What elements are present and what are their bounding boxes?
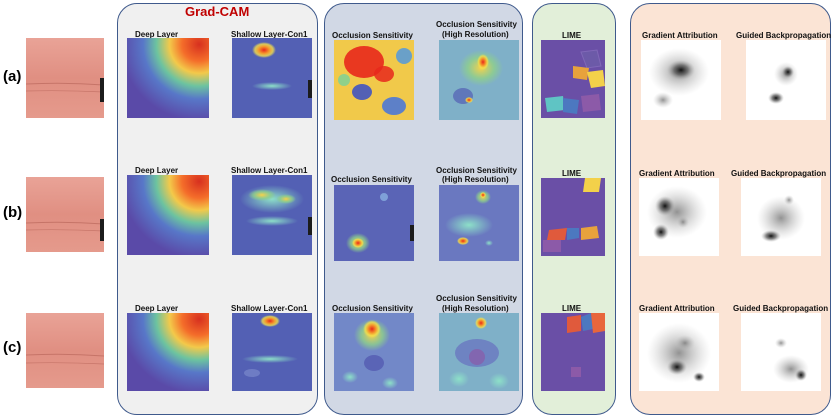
occlusion-hr-label-c1: Occlusion Sensitivity [436, 294, 517, 303]
guided-label-c: Guided Backpropagation [733, 304, 829, 313]
occlusion-hr-map-a [439, 40, 519, 120]
lime-map-a [541, 40, 605, 118]
deep-layer-label-b: Deep Layer [135, 166, 179, 175]
guided-map-b [741, 178, 821, 256]
shallow-layer-map-c [232, 313, 312, 391]
shallow-layer-label-c: Shallow Layer-Con1 [231, 304, 308, 313]
occlusion-hr-label-b1: Occlusion Sensitivity [436, 166, 517, 175]
gradcam-title: Grad-CAM [185, 4, 250, 19]
occlusion-label-c: Occlusion Sensitivity [332, 304, 413, 313]
shallow-layer-map-a [232, 38, 312, 118]
input-image-b [26, 177, 104, 252]
lime-map-c [541, 313, 605, 391]
occlusion-hr-label-b2: (High Resolution) [442, 175, 509, 184]
occlusion-label-b: Occlusion Sensitivity [331, 175, 412, 184]
row-label-a: (a) [3, 68, 22, 85]
guided-label-a: Guided Backpropagation [736, 31, 831, 40]
deep-layer-label-a: Deep Layer [135, 30, 179, 39]
gradient-map-a [641, 40, 721, 120]
gradient-map-c [639, 313, 719, 391]
occlusion-label-a: Occlusion Sensitivity [332, 31, 413, 40]
gradient-label-c: Gradient Attribution [639, 304, 715, 313]
shallow-layer-label-b: Shallow Layer-Con1 [231, 166, 308, 175]
occlusion-map-b [334, 185, 414, 261]
gradient-label-a: Gradient Attribution [642, 31, 718, 40]
deep-layer-label-c: Deep Layer [135, 304, 179, 313]
deep-layer-map-c [127, 313, 209, 391]
occlusion-map-a [334, 40, 414, 120]
deep-layer-map-b [127, 175, 209, 255]
occlusion-hr-label-a2: (High Resolution) [442, 30, 509, 39]
guided-map-a [746, 40, 826, 120]
occlusion-hr-map-b [439, 185, 519, 261]
deep-layer-map-a [127, 38, 209, 118]
shallow-layer-map-b [232, 175, 312, 255]
input-image-c [26, 313, 104, 388]
occlusion-hr-map-c [439, 313, 519, 391]
occlusion-hr-label-a1: Occlusion Sensitivity [436, 20, 517, 29]
lime-label-b: LIME [562, 169, 582, 178]
guided-label-b: Guided Backpropagation [731, 169, 827, 178]
input-image-a [26, 38, 104, 118]
row-label-b: (b) [3, 204, 23, 221]
gradient-map-b [639, 178, 719, 256]
gradient-label-b: Gradient Attribution [639, 169, 715, 178]
shallow-layer-label-a: Shallow Layer-Con1 [231, 30, 308, 39]
lime-label-a: LIME [562, 31, 582, 40]
occlusion-map-c [334, 313, 414, 391]
lime-label-c: LIME [562, 304, 582, 313]
guided-map-c [741, 313, 821, 391]
occlusion-hr-label-c2: (High Resolution) [442, 304, 509, 313]
row-label-c: (c) [3, 339, 22, 356]
lime-map-b [541, 178, 605, 256]
